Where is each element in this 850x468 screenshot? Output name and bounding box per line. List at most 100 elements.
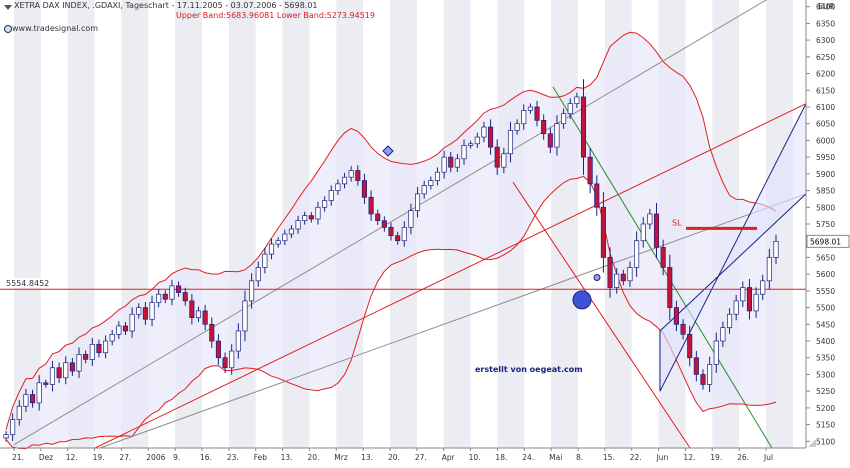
x-tick-label: 23.	[227, 453, 239, 462]
candle-body	[587, 156, 593, 185]
candle-body	[627, 267, 633, 282]
candle-body	[474, 136, 480, 145]
x-tick-label: Jul	[763, 453, 773, 462]
candle-body	[209, 323, 215, 342]
candle-body	[773, 241, 779, 258]
y-tick-label: 6250	[816, 53, 835, 62]
candle-body	[381, 220, 387, 228]
bollinger-lower	[5, 175, 777, 450]
candle-body	[395, 235, 401, 242]
candle-body	[255, 267, 261, 282]
x-tick-label: 20.	[307, 453, 319, 462]
candle-body	[10, 419, 16, 435]
candle-body	[753, 293, 759, 312]
y-axis-panel	[806, 0, 850, 464]
last-price-box	[806, 234, 850, 248]
trend-line-gray-lower	[99, 193, 807, 449]
x-tick-label: 19.	[93, 453, 105, 462]
chart-annotation: erstellt von oegeat.com	[475, 365, 583, 374]
candle-body	[454, 158, 460, 168]
candle-body	[23, 394, 29, 407]
candle-body	[448, 156, 454, 168]
candle-body	[640, 223, 646, 242]
candle-body	[561, 113, 567, 125]
candle-body	[434, 171, 441, 181]
x-tick-label: 13.	[281, 453, 293, 462]
globe-icon	[4, 25, 12, 33]
candle-body	[169, 285, 175, 300]
y-tick-label: 5300	[816, 370, 835, 379]
candle-body	[634, 240, 640, 268]
y-tick-label: 5800	[816, 203, 835, 212]
menu-arrow-icon[interactable]	[4, 5, 12, 10]
candle-body	[607, 257, 613, 288]
candle-body	[680, 323, 686, 335]
candle-body	[69, 362, 75, 372]
y-tick-label: 5500	[816, 304, 835, 313]
x-tick-label: Apr	[442, 453, 456, 462]
x-tick-label: Mai	[549, 453, 562, 462]
candle-body	[667, 267, 673, 308]
x-tick-label: 13.	[361, 453, 373, 462]
candle-body	[687, 333, 693, 359]
candle-body	[341, 176, 348, 185]
trend-line-red-falling	[512, 181, 691, 449]
x-tick-label: Feb	[254, 453, 268, 462]
candle-body	[328, 190, 334, 201]
pivot-marker-small	[593, 273, 601, 281]
candle-body	[720, 327, 726, 342]
x-tick-label: 15.	[603, 453, 615, 462]
candle-body	[368, 196, 374, 215]
website-label: www.tradesignal.com	[12, 24, 99, 33]
candle-body	[408, 210, 414, 228]
candle-body	[481, 126, 487, 138]
y-tick-label: 6000	[816, 136, 835, 145]
y-tick-label: 6350	[816, 19, 835, 28]
candle-body	[494, 146, 500, 168]
chart-title: XETRA DAX INDEX, .GDAXI, Tageschart - 17…	[14, 1, 318, 10]
candle-body	[746, 287, 752, 312]
candle-body	[421, 185, 427, 195]
candle-body	[3, 434, 9, 439]
candle-body	[441, 156, 447, 173]
support-value-label: 5554.8452	[6, 279, 49, 288]
candle-body	[707, 364, 713, 385]
bollinger-upper	[5, 31, 777, 430]
candle-body	[335, 183, 341, 191]
candle-body	[693, 357, 699, 375]
y-tick-label: 5150	[816, 421, 835, 430]
x-tick-label: 26.	[737, 453, 749, 462]
candle-body	[129, 313, 135, 332]
candle-body	[56, 367, 62, 379]
candle-body	[574, 96, 580, 104]
trend-line-gray	[13, 0, 768, 446]
candle-body	[96, 344, 102, 354]
candle-body	[242, 300, 248, 332]
x-tick-label: 12.	[683, 453, 695, 462]
y-tick-label: 5350	[816, 354, 835, 363]
candle-body	[30, 394, 36, 404]
last-price-label: 5698.01	[810, 237, 841, 246]
y-axis-unit: EUR	[818, 2, 835, 11]
candle-body	[726, 313, 733, 328]
candle-body	[215, 340, 221, 359]
candle-body	[468, 143, 474, 146]
x-tick-label: Dez	[39, 453, 53, 462]
y-tick-label: 5200	[816, 404, 835, 413]
x-tick-label: Mrz	[334, 453, 348, 462]
candle-body	[401, 226, 407, 242]
x-tick-label: 10.	[469, 453, 481, 462]
x-tick-label: 12.	[66, 453, 78, 462]
candle-body	[501, 153, 507, 168]
time-stripe	[228, 0, 256, 448]
x-tick-label: 27.	[415, 453, 427, 462]
pivot-marker-large	[572, 290, 592, 310]
x-tick-label: 21.	[12, 453, 24, 462]
candle-body	[76, 354, 82, 372]
candle-body	[660, 247, 666, 268]
candle-body	[653, 213, 660, 248]
candle-body	[295, 220, 301, 230]
candle-body	[348, 170, 354, 178]
